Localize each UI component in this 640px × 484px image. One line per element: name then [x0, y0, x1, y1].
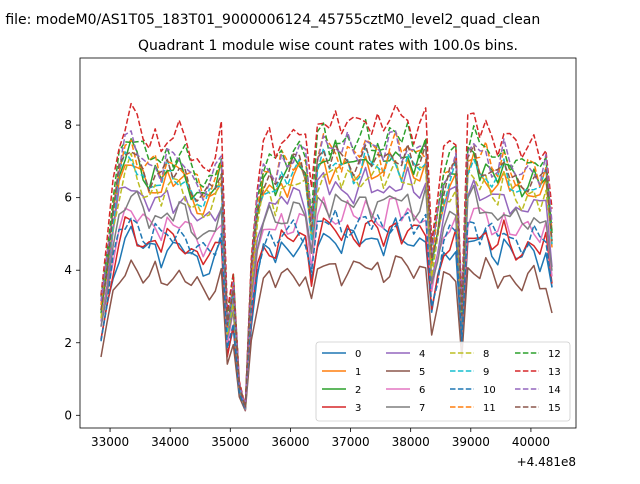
series-line-12 — [100, 118, 553, 409]
legend-label-9: 9 — [483, 367, 489, 378]
y-tick-label: 0 — [64, 408, 72, 422]
series-line-10 — [100, 209, 553, 411]
legend-label-15: 15 — [548, 403, 561, 414]
series-layer — [100, 102, 553, 412]
figure-suptitle: n file: modeM0/AS1T05_183T01_9000006124_… — [0, 12, 540, 28]
legend-label-1: 1 — [355, 367, 361, 378]
legend-frame — [315, 341, 571, 422]
series-line-8 — [100, 152, 553, 409]
x-tick-label: 35000 — [211, 435, 249, 449]
series-line-13 — [100, 102, 553, 408]
x-offset-label: +4.481e8 — [517, 455, 576, 469]
legend-label-8: 8 — [483, 349, 489, 360]
legend-label-7: 7 — [419, 403, 425, 414]
legend-label-2: 2 — [355, 385, 361, 396]
legend-label-11: 11 — [483, 403, 496, 414]
x-tick-label: 40000 — [512, 435, 550, 449]
y-tick-label: 6 — [64, 191, 72, 205]
x-tick-label: 37000 — [331, 435, 369, 449]
y-tick-label: 8 — [64, 118, 72, 132]
x-tick-label: 34000 — [151, 435, 189, 449]
legend-label-3: 3 — [355, 403, 361, 414]
series-line-3 — [100, 216, 553, 411]
legend-label-4: 4 — [419, 349, 425, 360]
axes-frame — [79, 57, 577, 429]
legend-label-5: 5 — [419, 367, 425, 378]
series-line-5 — [100, 255, 553, 412]
x-tick-label: 38000 — [392, 435, 430, 449]
legend-label-13: 13 — [548, 367, 561, 378]
x-tick-label: 33000 — [91, 435, 129, 449]
y-tick-label: 2 — [64, 336, 72, 350]
x-tick-label: 39000 — [452, 435, 490, 449]
legend-label-10: 10 — [483, 385, 496, 396]
x-tick-label: 36000 — [271, 435, 309, 449]
chart-title: Quadrant 1 module wise count rates with … — [138, 38, 518, 54]
series-line-6 — [100, 196, 553, 411]
x-axis: 33000 34000 35000 36000 37000 38000 39000 40000 — [91, 428, 550, 449]
series-line-14 — [100, 130, 553, 409]
y-tick-label: 4 — [64, 263, 72, 277]
series-line-7 — [100, 184, 553, 410]
legend-label-6: 6 — [419, 385, 425, 396]
series-line-0 — [100, 217, 553, 411]
legend-label-12: 12 — [548, 349, 561, 360]
legend-label-0: 0 — [355, 349, 361, 360]
series-line-15 — [100, 143, 553, 409]
legend-label-14: 14 — [548, 385, 561, 396]
y-axis: 0 2 4 6 8 — [64, 118, 80, 422]
series-line-4 — [100, 166, 553, 410]
